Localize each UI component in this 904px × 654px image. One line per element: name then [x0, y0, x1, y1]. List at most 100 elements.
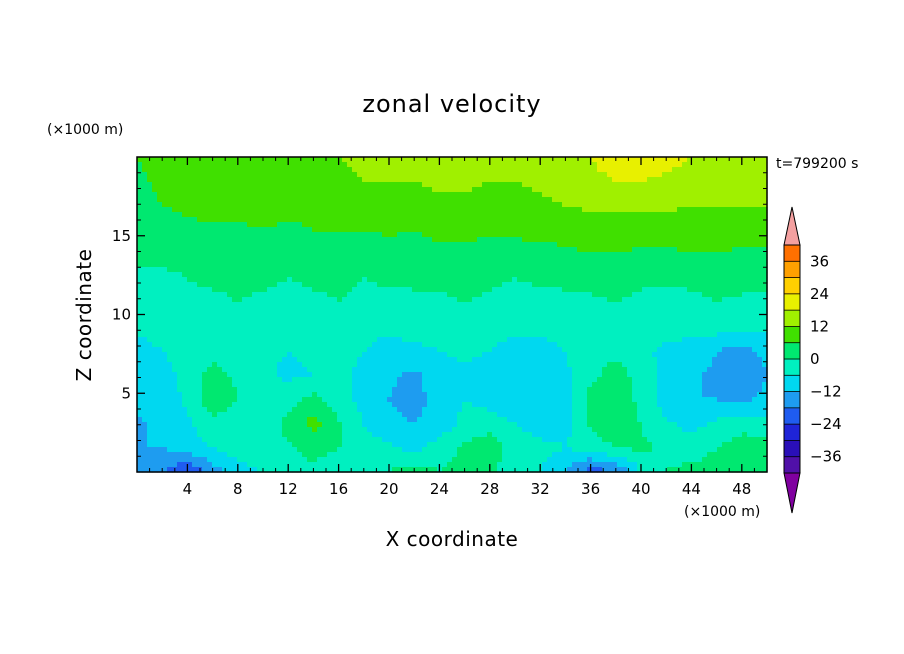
field-cell — [672, 237, 678, 243]
field-cell — [452, 262, 458, 268]
field-cell — [687, 197, 693, 203]
field-cell — [532, 327, 538, 333]
field-cell — [417, 207, 423, 213]
field-cell — [367, 327, 373, 333]
field-cell — [462, 197, 468, 203]
field-cell — [362, 312, 368, 318]
field-cell — [287, 252, 293, 258]
field-cell — [227, 247, 233, 253]
field-cell — [687, 217, 693, 223]
field-cell — [202, 287, 208, 293]
field-cell — [467, 267, 473, 273]
field-cell — [472, 187, 478, 193]
field-cell — [312, 292, 318, 298]
field-cell — [177, 162, 183, 168]
field-cell — [462, 247, 468, 253]
field-cell — [212, 217, 218, 223]
field-cell — [612, 287, 618, 293]
field-cell — [517, 262, 523, 268]
field-cell — [552, 272, 558, 278]
field-cell — [527, 247, 533, 253]
field-cell — [632, 277, 638, 283]
field-cell — [347, 222, 353, 228]
field-cell — [552, 242, 558, 248]
field-cell — [402, 177, 408, 183]
field-cell — [752, 217, 758, 223]
field-cell — [397, 352, 403, 358]
field-cell — [757, 262, 763, 268]
field-cell — [387, 232, 393, 238]
field-cell — [477, 237, 483, 243]
field-cell — [677, 307, 683, 313]
field-cell — [367, 267, 373, 273]
field-cell — [167, 352, 173, 358]
field-cell — [717, 307, 723, 313]
field-cell — [172, 167, 178, 173]
field-cell — [542, 282, 548, 288]
field-cell — [577, 317, 583, 323]
field-cell — [752, 177, 758, 183]
field-cell — [642, 177, 648, 183]
field-cell — [487, 227, 493, 233]
field-cell — [572, 252, 578, 258]
field-cell — [452, 312, 458, 318]
field-cell — [647, 277, 653, 283]
field-cell — [632, 292, 638, 298]
field-cell — [577, 257, 583, 263]
field-cell — [577, 302, 583, 308]
field-cell — [347, 202, 353, 208]
field-cell — [667, 217, 673, 223]
field-cell — [567, 232, 573, 238]
field-cell — [232, 182, 238, 188]
field-cell — [162, 167, 168, 173]
field-cell — [482, 312, 488, 318]
field-cell — [192, 292, 198, 298]
field-cell — [422, 212, 428, 218]
field-cell — [282, 197, 288, 203]
field-cell — [147, 212, 153, 218]
field-cell — [422, 342, 428, 348]
field-cell — [677, 197, 683, 203]
field-cell — [447, 317, 453, 323]
field-cell — [752, 212, 758, 218]
field-cell — [722, 157, 728, 163]
field-cell — [497, 202, 503, 208]
field-cell — [287, 167, 293, 173]
field-cell — [437, 177, 443, 183]
field-cell — [537, 312, 543, 318]
field-cell — [707, 212, 713, 218]
field-cell — [202, 337, 208, 343]
field-cell — [467, 202, 473, 208]
field-cell — [342, 272, 348, 278]
field-cell — [602, 157, 608, 163]
field-cell — [322, 172, 328, 178]
field-cell — [522, 252, 528, 258]
field-cell — [642, 252, 648, 258]
field-cell — [482, 272, 488, 278]
field-cell — [167, 252, 173, 258]
field-cell — [137, 262, 143, 268]
field-cell — [322, 282, 328, 288]
field-cell — [212, 242, 218, 248]
field-cell — [387, 177, 393, 183]
field-cell — [147, 242, 153, 248]
field-cell — [317, 277, 323, 283]
field-cell — [712, 222, 718, 228]
field-cell — [217, 327, 223, 333]
field-cell — [162, 272, 168, 278]
field-cell — [317, 307, 323, 313]
field-cell — [532, 217, 538, 223]
field-cell — [667, 287, 673, 293]
field-cell — [357, 262, 363, 268]
field-cell — [472, 347, 478, 353]
field-cell — [697, 187, 703, 193]
field-cell — [622, 307, 628, 313]
field-cell — [377, 347, 383, 353]
field-cell — [607, 257, 613, 263]
field-cell — [762, 162, 768, 168]
field-cell — [742, 182, 748, 188]
field-cell — [242, 292, 248, 298]
field-cell — [522, 242, 528, 248]
field-cell — [232, 232, 238, 238]
field-cell — [422, 157, 428, 163]
